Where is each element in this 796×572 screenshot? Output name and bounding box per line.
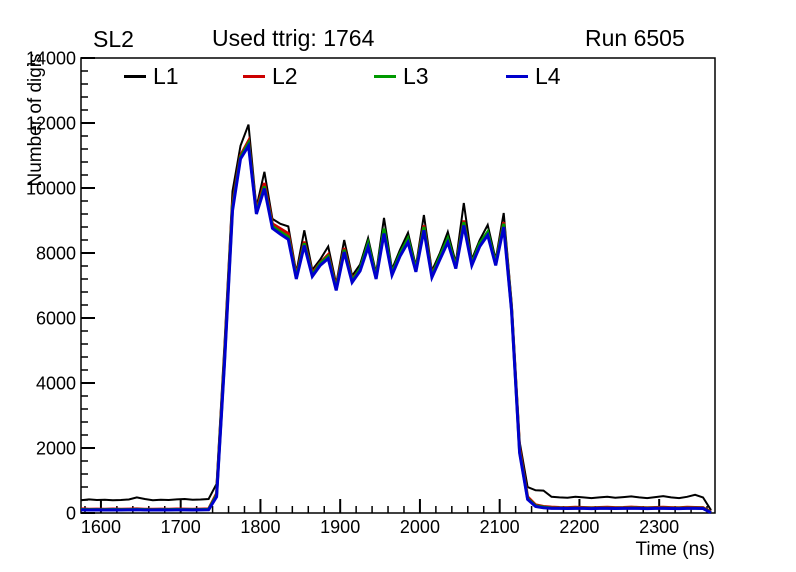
y-axis-ticks: 0 2000 4000 6000 8000 10000 12000 14000 (26, 48, 95, 523)
legend-entry-L4: L4 (506, 64, 561, 88)
legend-label: L1 (153, 63, 179, 89)
legend-label: L2 (272, 63, 298, 89)
legend-line-icon (243, 74, 265, 78)
x-tick-label: 2300 (639, 517, 679, 537)
legend-entry-L3: L3 (374, 64, 429, 88)
x-tick-label: 1900 (320, 517, 360, 537)
x-tick-label: 2100 (480, 517, 520, 537)
x-axis-ticks: 1600 1700 1800 1900 2000 2100 2200 2300 (81, 499, 679, 537)
legend-line-icon (124, 74, 146, 78)
y-minor-ticks (81, 70, 88, 501)
series-L3 (80, 138, 712, 514)
series-L2 (80, 136, 712, 514)
y-tick-label: 6000 (36, 308, 76, 328)
pad-title-run: Run 6505 (585, 25, 685, 51)
x-tick-label: 2000 (400, 517, 440, 537)
series-L1 (80, 124, 712, 511)
pad-title-superlayer: SL2 (93, 26, 134, 52)
y-tick-label: 12000 (26, 113, 76, 133)
x-tick-label: 2200 (559, 517, 599, 537)
legend-entry-L1: L1 (124, 64, 179, 88)
legend-label: L4 (535, 63, 561, 89)
x-tick-label: 1800 (240, 517, 280, 537)
legend-line-icon (374, 74, 396, 78)
y-tick-label: 10000 (26, 178, 76, 198)
y-tick-label: 0 (66, 503, 76, 523)
x-axis-title: Time (ns) (635, 539, 715, 560)
plot-frame (80, 57, 716, 514)
x-tick-label: 1600 (81, 517, 121, 537)
y-tick-label: 4000 (36, 373, 76, 393)
series-L4 (80, 141, 712, 515)
legend-entry-L2: L2 (243, 64, 298, 88)
legend-label: L3 (403, 63, 429, 89)
y-tick-label: 8000 (36, 243, 76, 263)
y-tick-label: 2000 (36, 438, 76, 458)
pad-title-ttrig: Used ttrig: 1764 (212, 25, 375, 51)
x-tick-label: 1700 (161, 517, 201, 537)
legend-line-icon (506, 74, 528, 78)
y-tick-label: 14000 (26, 48, 76, 68)
